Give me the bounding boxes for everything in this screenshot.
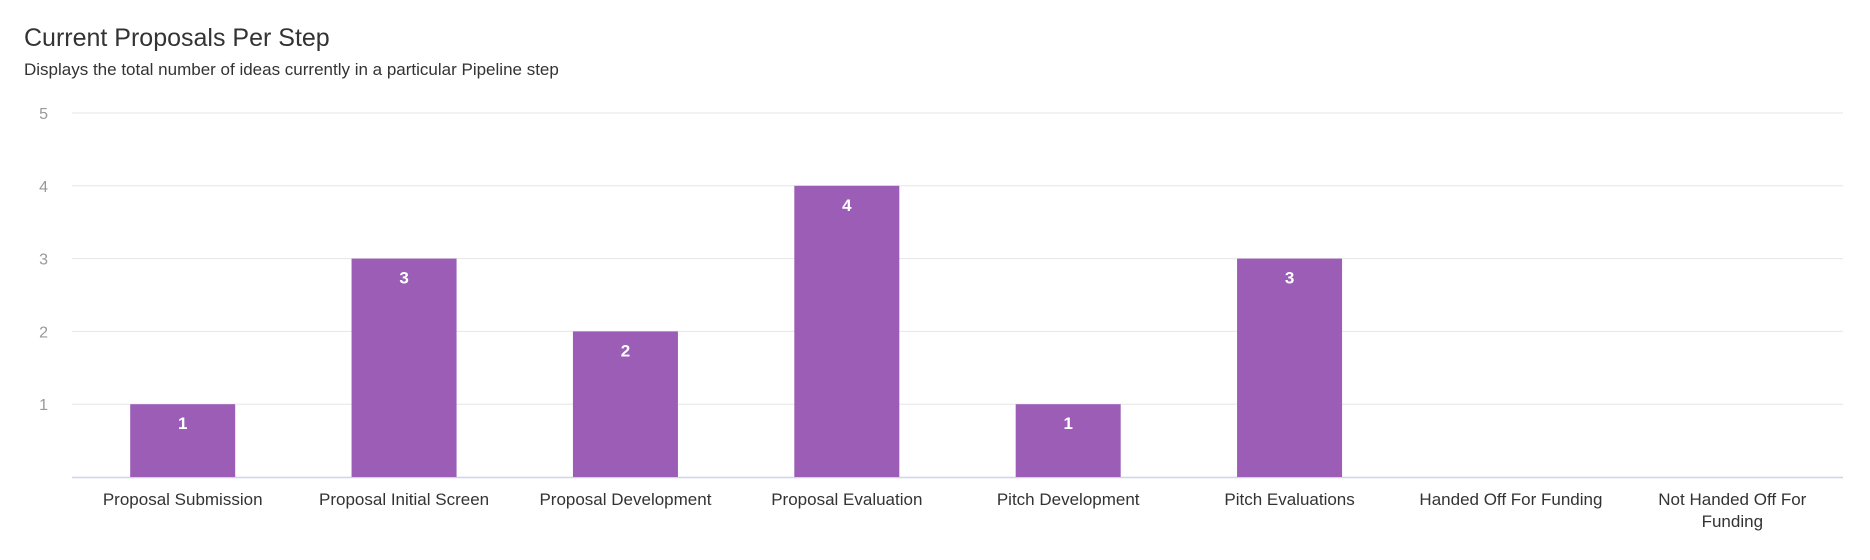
y-tick-label: 4 bbox=[39, 179, 48, 196]
x-tick-label: Not Handed Off For Funding bbox=[1658, 490, 1806, 531]
bar bbox=[351, 258, 457, 477]
bar bbox=[1237, 258, 1343, 477]
x-tick-label: Proposal Evaluation bbox=[771, 490, 922, 509]
data-label: 1 bbox=[178, 414, 187, 433]
bar bbox=[130, 404, 236, 477]
y-tick-label: 1 bbox=[39, 397, 48, 414]
chart-subtitle: Displays the total number of ideas curre… bbox=[24, 60, 559, 79]
chart-title: Current Proposals Per Step bbox=[24, 24, 330, 52]
y-tick-label: 5 bbox=[39, 106, 48, 123]
bar bbox=[1015, 404, 1121, 477]
x-tick-label: Proposal Development bbox=[539, 490, 711, 509]
data-label: 1 bbox=[1063, 414, 1072, 433]
y-tick-label: 3 bbox=[39, 252, 48, 269]
data-label: 3 bbox=[399, 269, 408, 288]
bar bbox=[794, 185, 900, 478]
y-tick-label: 2 bbox=[39, 324, 48, 341]
data-label: 3 bbox=[1285, 269, 1294, 288]
bar bbox=[572, 331, 678, 477]
x-tick-label: Proposal Initial Screen bbox=[319, 490, 489, 509]
data-label: 2 bbox=[621, 341, 630, 360]
x-tick-label: Pitch Development bbox=[997, 490, 1140, 509]
data-label: 4 bbox=[842, 196, 852, 215]
x-tick-label: Handed Off For Funding bbox=[1419, 490, 1602, 509]
x-tick-label: Pitch Evaluations bbox=[1224, 490, 1354, 509]
x-tick-label: Proposal Submission bbox=[103, 490, 263, 509]
